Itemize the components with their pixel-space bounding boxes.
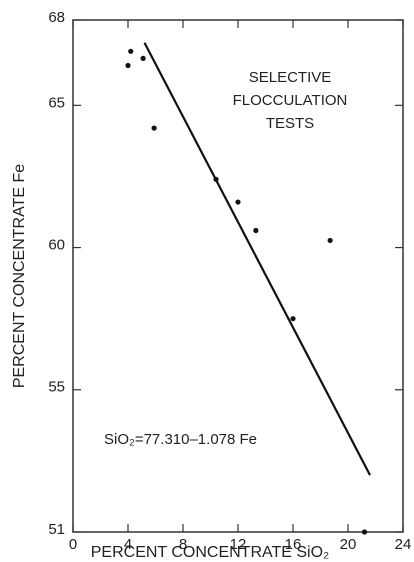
x-tick-label: 16 [285,536,302,553]
data-point [290,316,296,322]
annotation: FLOCCULATION [233,92,348,109]
data-point [151,125,157,131]
x-tick-label: 12 [230,536,247,553]
data-point [253,227,259,234]
annotation: SELECTIVE [249,69,332,86]
y-tick-label: 55 [48,379,65,396]
x-axis-label: PERCENT CONCENTRATE SiO₂ [91,544,330,561]
data-point [140,55,146,62]
annotation: TESTS [266,115,314,132]
data-point [128,48,134,54]
y-tick-label: 51 [48,521,65,538]
y-axis-label: PERCENT CONCENTRATE Fe [11,164,28,388]
x-tick-label: 24 [395,536,412,553]
data-point [213,176,219,182]
fit-line [143,42,371,476]
x-tick-label: 4 [124,536,132,553]
x-tick-label: 8 [179,536,187,553]
data-point [361,529,368,535]
data-point [327,237,333,244]
y-tick-label: 68 [48,9,65,26]
x-tick-label: 20 [340,536,357,553]
equation: SiO₂=77.310–1.078 Fe [104,431,257,448]
y-tick-label: 60 [48,237,65,254]
x-tick-label: 0 [69,536,77,553]
y-tick-label: 65 [48,94,65,111]
data-point [125,62,131,69]
data-point [235,199,241,205]
